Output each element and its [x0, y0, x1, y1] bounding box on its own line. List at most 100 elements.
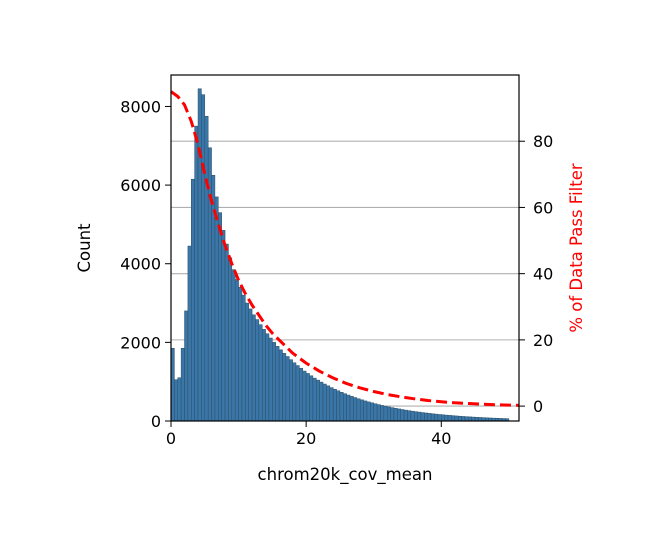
histogram-bar — [359, 399, 364, 422]
histogram-bar — [363, 400, 368, 422]
histogram-bar — [245, 302, 249, 422]
y-axis-ticks: 0 2000 4000 6000 8000 — [120, 97, 171, 431]
histogram-bar — [261, 329, 266, 422]
histogram-bar — [403, 409, 408, 422]
histogram-bar — [366, 401, 371, 422]
histogram-bar — [191, 178, 195, 422]
y2-tick-label-4: 80 — [533, 132, 553, 151]
histogram-bar — [464, 416, 469, 422]
histogram-bar — [289, 359, 293, 422]
histogram-bar — [255, 319, 260, 422]
y-tick-label-2: 4000 — [120, 255, 161, 274]
histogram-bar — [184, 310, 189, 422]
histogram-bar — [461, 416, 466, 422]
histogram-bar — [231, 269, 236, 422]
histogram-bars — [170, 88, 510, 422]
histogram-bar — [430, 413, 435, 422]
histogram-bar — [197, 88, 202, 422]
histogram-bar — [353, 397, 358, 422]
histogram-bar — [386, 406, 391, 422]
y2-tick-label-1: 20 — [533, 331, 553, 350]
histogram-bar — [224, 243, 229, 422]
histogram-bar — [248, 308, 253, 422]
histogram-bar — [457, 415, 462, 422]
histogram-bar — [282, 353, 287, 422]
histogram-bar — [194, 125, 199, 422]
pass-filter-line — [170, 90, 520, 407]
histogram-bar — [373, 403, 378, 422]
y-tick-label-3: 6000 — [120, 176, 161, 195]
histogram-bar — [295, 365, 300, 422]
histogram-bar — [454, 415, 459, 422]
histogram-bar — [299, 368, 304, 422]
histogram-bar — [336, 390, 341, 422]
histogram-bar — [397, 408, 401, 422]
histogram-bar — [400, 409, 405, 422]
histogram-bar — [302, 370, 307, 422]
pass-filter-line-group — [170, 90, 520, 407]
histogram-bar — [437, 414, 442, 422]
histogram-bar — [316, 379, 320, 422]
y2-tick-label-3: 60 — [533, 198, 553, 217]
histogram-bar — [420, 412, 425, 422]
y-tick-label-4: 8000 — [120, 97, 161, 116]
histogram-bar — [265, 333, 270, 422]
x-tick-label-2: 40 — [431, 429, 451, 448]
histogram-bar — [349, 396, 354, 422]
y-tick-label-1: 2000 — [120, 333, 161, 352]
histogram-bar — [221, 230, 226, 422]
y-axis-title: Count — [75, 223, 94, 273]
y2-tick-label-0: 0 — [533, 397, 543, 416]
histogram-bar — [228, 257, 233, 422]
histogram-bar — [407, 410, 412, 422]
histogram-bar — [332, 388, 337, 422]
histogram-bar — [468, 416, 472, 422]
histogram-bar — [380, 405, 385, 422]
histogram-bar — [241, 294, 246, 422]
histogram-bar — [258, 324, 263, 422]
histogram-bar — [309, 375, 314, 422]
histogram-bar — [251, 314, 256, 422]
histogram-bar — [447, 415, 452, 422]
x-tick-label-1: 20 — [296, 429, 316, 448]
histogram-bar — [204, 116, 209, 422]
x-axis-ticks: 0 20 40 — [166, 421, 451, 448]
histogram-bar — [218, 212, 222, 422]
histogram-bar — [414, 411, 418, 422]
histogram-bar — [383, 405, 388, 422]
y2-axis-title: % of Data Pass Filter — [567, 163, 586, 333]
histogram-bar — [410, 410, 415, 422]
x-axis-title: chrom20k_cov_mean — [258, 465, 433, 485]
histogram-bar — [177, 377, 182, 422]
histogram-bar — [214, 196, 219, 422]
histogram-bar — [322, 383, 327, 422]
y2-axis-ticks: 0 20 40 60 80 — [519, 132, 553, 416]
histogram-bar — [275, 346, 280, 422]
histogram-bar — [201, 94, 206, 422]
histogram-bar — [272, 342, 276, 422]
histogram-bar — [312, 377, 317, 422]
histogram-bar — [370, 402, 374, 422]
x-tick-label-0: 0 — [166, 429, 176, 448]
histogram-bar — [434, 413, 439, 422]
histogram-bar — [238, 287, 243, 422]
histogram-bar — [393, 408, 398, 422]
histogram-bar — [417, 411, 422, 422]
histogram-bar — [444, 414, 449, 422]
histogram-bar — [187, 245, 192, 422]
histogram-bar — [427, 413, 432, 422]
plot-frame — [170, 74, 520, 422]
y2-tick-label-2: 40 — [533, 265, 553, 284]
histogram-bar — [329, 387, 334, 422]
histogram-bar — [292, 362, 297, 422]
histogram-bar — [441, 414, 445, 422]
histogram-bar — [234, 279, 239, 422]
histogram-bar — [343, 393, 347, 422]
histogram-bar — [305, 373, 310, 422]
histogram-bar — [356, 398, 361, 422]
histogram-bar — [268, 337, 273, 422]
histogram-bar — [451, 415, 456, 422]
histogram-bar — [339, 392, 344, 422]
histogram-bar — [180, 348, 185, 422]
